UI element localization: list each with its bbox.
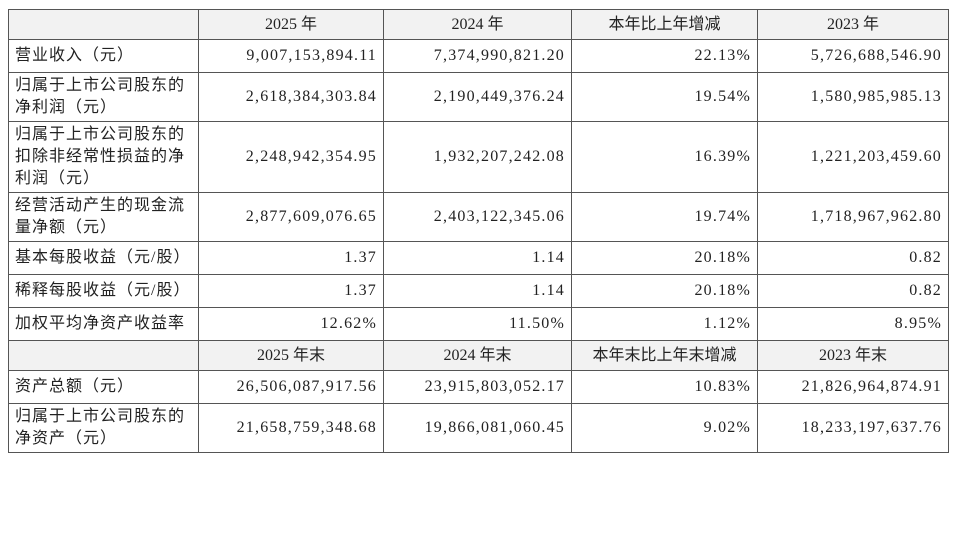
row-label: 归属于上市公司股东的扣除非经常性损益的净利润（元） <box>8 121 199 193</box>
table-body: 2025 年 2024 年本年比上年增减 2023 年营业收入（元） 9,007,15… <box>8 9 949 453</box>
header-cell: 本年末比上年末增减 <box>571 340 758 371</box>
value-cell: 19.54% <box>571 72 758 122</box>
data-row: 加权平均净资产收益率 12.62% 11.50% 1.12% 8.95% <box>8 307 949 341</box>
row-label: 营业收入（元） <box>8 39 199 73</box>
value-cell: 2,403,122,345.06 <box>383 192 572 242</box>
value-cell: 11.50% <box>383 307 572 341</box>
row-label: 资产总额（元） <box>8 370 199 404</box>
value-cell: 10.83% <box>571 370 758 404</box>
value-cell: 19.74% <box>571 192 758 242</box>
row-label: 加权平均净资产收益率 <box>8 307 199 341</box>
header-cell: 2024 年 <box>383 9 572 40</box>
header-cell <box>8 340 199 371</box>
header-row: 2025 年 2024 年本年比上年增减 2023 年 <box>8 9 949 40</box>
value-cell: 7,374,990,821.20 <box>383 39 572 73</box>
value-cell: 21,826,964,874.91 <box>757 370 949 404</box>
value-cell: 2,190,449,376.24 <box>383 72 572 122</box>
header-cell: 2025 年末 <box>198 340 384 371</box>
value-cell: 21,658,759,348.68 <box>198 403 384 453</box>
data-row: 归属于上市公司股东的净利润（元） 2,618,384,303.84 2,190,44… <box>8 72 949 122</box>
value-cell: 1.14 <box>383 274 572 308</box>
header-row: 2025 年末 2024 年末 本年末比上年末增减 2023 年末 <box>8 340 949 371</box>
financial-table: 2025 年 2024 年本年比上年增减 2023 年营业收入（元） 9,007,15… <box>8 9 949 453</box>
header-cell: 2023 年末 <box>757 340 949 371</box>
data-row: 经营活动产生的现金流量净额（元） 2,877,609,076.65 2,403,12… <box>8 192 949 242</box>
value-cell: 22.13% <box>571 39 758 73</box>
row-label: 稀释每股收益（元/股） <box>8 274 199 308</box>
value-cell: 9,007,153,894.11 <box>198 39 384 73</box>
value-cell: 2,618,384,303.84 <box>198 72 384 122</box>
value-cell: 2,877,609,076.65 <box>198 192 384 242</box>
value-cell: 1,718,967,962.80 <box>757 192 949 242</box>
data-row: 稀释每股收益（元/股） 1.37 1.14 20.18% 0.82 <box>8 274 949 308</box>
value-cell: 0.82 <box>757 241 949 275</box>
value-cell: 9.02% <box>571 403 758 453</box>
value-cell: 1,932,207,242.08 <box>383 121 572 193</box>
header-cell: 2023 年 <box>757 9 949 40</box>
header-cell <box>8 9 199 40</box>
value-cell: 20.18% <box>571 274 758 308</box>
value-cell: 12.62% <box>198 307 384 341</box>
value-cell: 0.82 <box>757 274 949 308</box>
value-cell: 1,580,985,985.13 <box>757 72 949 122</box>
data-row: 资产总额（元） 26,506,087,917.56 23,915,803,052.1… <box>8 370 949 404</box>
header-cell: 2024 年末 <box>383 340 572 371</box>
value-cell: 23,915,803,052.17 <box>383 370 572 404</box>
value-cell: 1.12% <box>571 307 758 341</box>
value-cell: 8.95% <box>757 307 949 341</box>
value-cell: 5,726,688,546.90 <box>757 39 949 73</box>
value-cell: 18,233,197,637.76 <box>757 403 949 453</box>
value-cell: 16.39% <box>571 121 758 193</box>
value-cell: 2,248,942,354.95 <box>198 121 384 193</box>
value-cell: 1.37 <box>198 241 384 275</box>
header-cell: 2025 年 <box>198 9 384 40</box>
data-row: 归属于上市公司股东的扣除非经常性损益的净利润（元） 2,248,942,354.9… <box>8 121 949 193</box>
row-label: 归属于上市公司股东的净利润（元） <box>8 72 199 122</box>
header-cell: 本年比上年增减 <box>571 9 758 40</box>
row-label: 归属于上市公司股东的净资产（元） <box>8 403 199 453</box>
data-row: 营业收入（元） 9,007,153,894.11 7,374,990,821.20 2… <box>8 39 949 73</box>
value-cell: 1,221,203,459.60 <box>757 121 949 193</box>
row-label: 经营活动产生的现金流量净额（元） <box>8 192 199 242</box>
value-cell: 19,866,081,060.45 <box>383 403 572 453</box>
value-cell: 1.37 <box>198 274 384 308</box>
data-row: 归属于上市公司股东的净资产（元） 21,658,759,348.68 19,866,… <box>8 403 949 453</box>
value-cell: 1.14 <box>383 241 572 275</box>
data-row: 基本每股收益（元/股） 1.37 1.14 20.18% 0.82 <box>8 241 949 275</box>
row-label: 基本每股收益（元/股） <box>8 241 199 275</box>
value-cell: 26,506,087,917.56 <box>198 370 384 404</box>
value-cell: 20.18% <box>571 241 758 275</box>
